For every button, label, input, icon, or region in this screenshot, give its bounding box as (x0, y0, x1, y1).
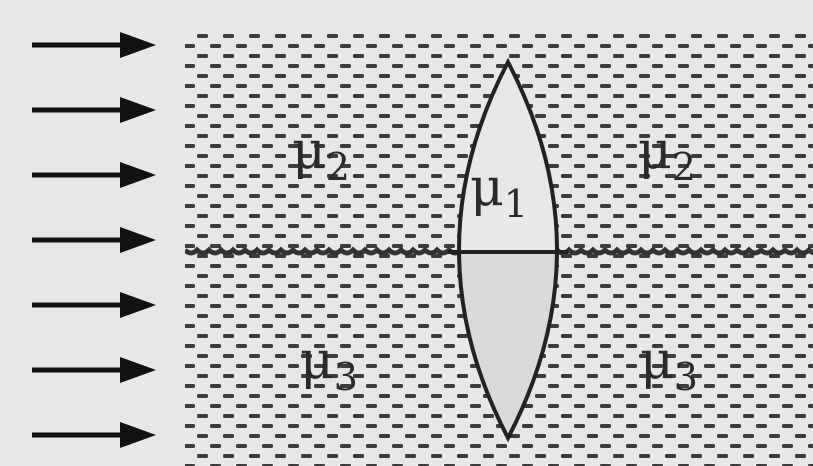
label-bottom-left: μ3 (300, 331, 358, 399)
incident-arrow (32, 357, 156, 383)
label-lens-top: μ1 (470, 158, 528, 226)
incident-arrow (32, 422, 156, 448)
label-top-left: μ2 (292, 121, 350, 189)
incident-arrow (32, 292, 156, 318)
incident-arrow (32, 32, 156, 58)
label-top-right: μ2 (638, 121, 696, 189)
label-bottom-right: μ3 (640, 331, 698, 399)
incident-arrow (32, 97, 156, 123)
incident-light-arrows (32, 32, 156, 448)
incident-arrow (32, 162, 156, 188)
lens-outline (457, 57, 559, 443)
incident-arrow (32, 227, 156, 253)
